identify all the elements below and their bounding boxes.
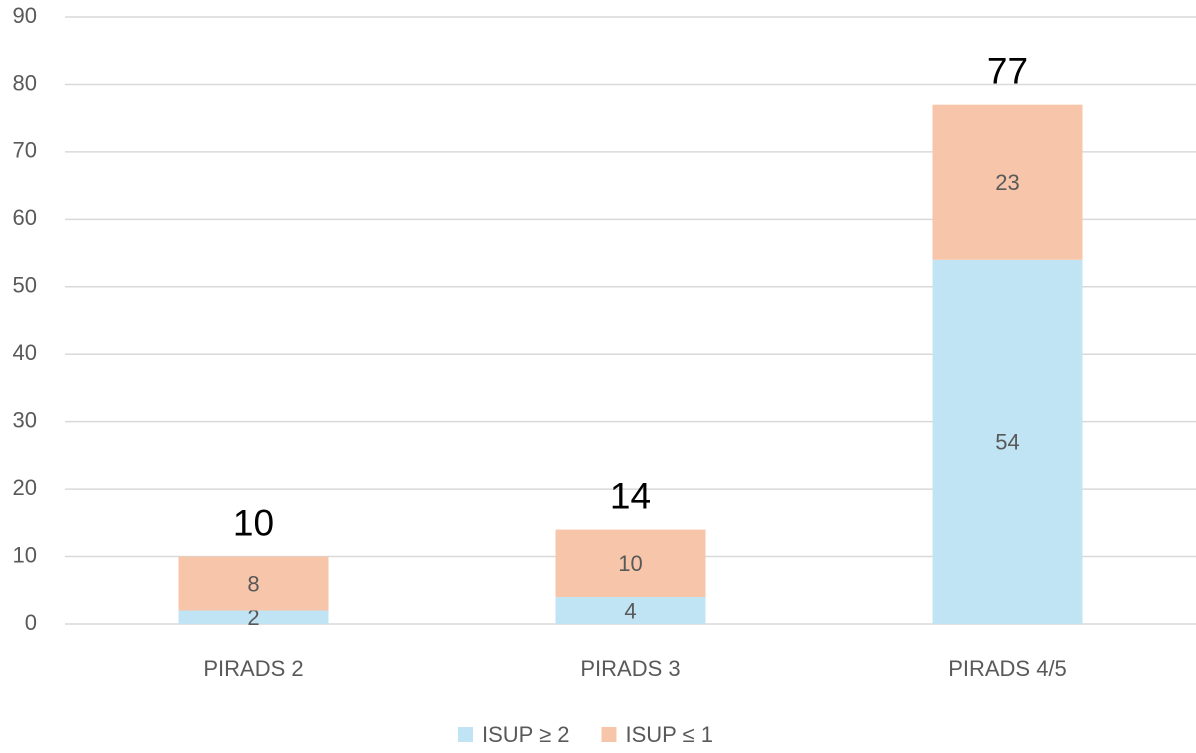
y-tick-label: 90: [13, 3, 37, 28]
y-tick-label: 40: [13, 340, 37, 365]
total-label: 14: [610, 475, 651, 516]
segment-label: 23: [995, 170, 1019, 195]
legend-swatch: [458, 727, 473, 742]
legend-swatch: [601, 727, 617, 742]
x-tick-label: PIRADS 4/5: [948, 656, 1067, 681]
segment-label: 54: [995, 430, 1019, 455]
y-tick-label: 10: [13, 542, 37, 567]
y-tick-label: 70: [13, 138, 37, 163]
legend-label: ISUP ≥ 2: [482, 722, 569, 747]
y-tick-label: 0: [25, 610, 37, 635]
bar-segment: [178, 610, 329, 624]
bar-segment: [932, 104, 1083, 260]
y-tick-label: 20: [13, 475, 37, 500]
total-label: 77: [987, 50, 1028, 91]
y-tick-label: 30: [13, 407, 37, 432]
x-tick-label: PIRADS 2: [203, 656, 303, 681]
y-tick-label: 80: [13, 70, 37, 95]
segment-label: 8: [247, 571, 259, 596]
y-tick-label: 60: [13, 205, 37, 230]
segment-label: 10: [618, 551, 642, 576]
bar-segment: [932, 259, 1083, 624]
segment-label: 4: [624, 598, 636, 623]
segment-label: 2: [247, 605, 259, 630]
total-label: 10: [233, 502, 274, 543]
bar-segment: [555, 529, 706, 598]
bar-segment: [555, 597, 706, 624]
bar-segment: [178, 556, 329, 611]
x-tick-label: PIRADS 3: [580, 656, 680, 681]
y-tick-label: 50: [13, 273, 37, 298]
legend-label: ISUP ≤ 1: [625, 722, 712, 747]
